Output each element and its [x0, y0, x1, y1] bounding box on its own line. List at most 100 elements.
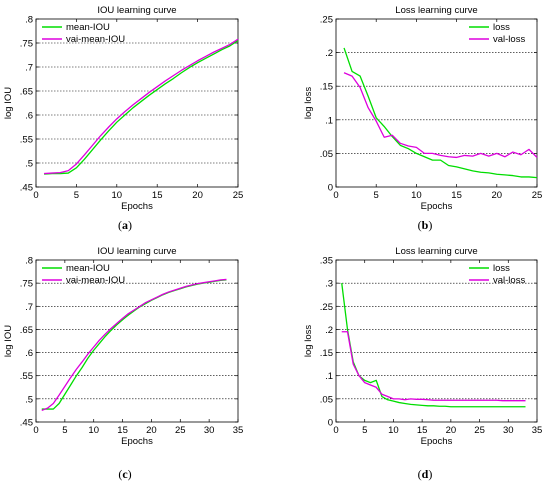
- legend-label: vai-mean-IOU: [66, 275, 125, 286]
- panel-caption-letter: b: [422, 218, 429, 232]
- panel-title: Loss learning curve: [395, 5, 477, 16]
- series-line-vai-mean-IOU: [41, 278, 227, 412]
- x-tick-label: 10: [388, 425, 399, 436]
- x-tick-label: 35: [532, 425, 543, 436]
- legend-label: mean-IOU: [66, 22, 110, 33]
- x-tick-label: 5: [62, 425, 67, 436]
- legend-label: mean-IOU: [66, 263, 110, 274]
- x-tick-label: 10: [411, 190, 422, 201]
- y-tick-label: .15: [320, 348, 333, 359]
- y-axis-label: log IOU: [3, 87, 14, 119]
- y-tick-label: .25: [320, 302, 333, 313]
- y-axis-label: log IOU: [3, 325, 14, 357]
- y-tick-label: .6: [25, 111, 33, 122]
- series-line-val-loss: [341, 331, 526, 402]
- y-tick-label: .25: [320, 15, 333, 26]
- x-tick-label: 0: [33, 190, 38, 201]
- legend-label: val-loss: [493, 275, 525, 286]
- x-tick-label: 15: [417, 425, 428, 436]
- series-line-loss: [343, 47, 538, 179]
- x-tick-label: 0: [333, 190, 338, 201]
- y-tick-label: .15: [320, 82, 333, 93]
- panel-title: IOU learning curve: [97, 246, 176, 257]
- legend-label: loss: [493, 263, 510, 274]
- panel-title: Loss learning curve: [395, 246, 477, 257]
- y-tick-label: .65: [20, 87, 33, 98]
- x-tick-label: 30: [503, 425, 514, 436]
- panel-title: IOU learning curve: [97, 5, 176, 16]
- legend-label: loss: [493, 22, 510, 33]
- x-tick-label: 20: [146, 425, 157, 436]
- y-tick-label: .7: [25, 302, 33, 313]
- x-tick-label: 0: [33, 425, 38, 436]
- legend-label: val-loss: [493, 34, 525, 45]
- x-axis-label: Epochs: [121, 436, 153, 447]
- panel-c: 0 5 10 15 20 25 30 35 .45 .5 .55 .6 .65 .7 .75 .8 IOU le…: [3, 246, 243, 481]
- y-tick-label: .5: [25, 159, 33, 170]
- x-axis-label: Epochs: [421, 436, 453, 447]
- panel-caption-letter: d: [422, 467, 429, 481]
- series-line-val-loss: [343, 72, 538, 159]
- y-tick-label: .05: [320, 394, 333, 405]
- x-tick-label: 20: [192, 190, 203, 201]
- y-tick-label: .7: [25, 63, 33, 74]
- x-tick-label: 0: [333, 425, 338, 436]
- x-axis-label: Epochs: [121, 201, 153, 212]
- y-tick-label: 0: [328, 418, 333, 429]
- x-axis-label: Epochs: [421, 201, 453, 212]
- panel-caption: (b): [418, 218, 433, 232]
- y-tick-label: .75: [20, 279, 33, 290]
- x-tick-label: 25: [175, 425, 186, 436]
- series-line-vai-mean-IOU: [44, 38, 239, 175]
- x-tick-label: 10: [112, 190, 123, 201]
- legend-label: vai-mean-IOU: [66, 34, 125, 45]
- x-tick-label: 25: [233, 190, 244, 201]
- y-tick-label: .5: [25, 394, 33, 405]
- axes-box: [335, 18, 538, 188]
- axes-box: [35, 259, 239, 423]
- y-tick-label: .8: [25, 15, 33, 26]
- axes-box: [35, 18, 239, 188]
- y-tick-label: .8: [25, 256, 33, 267]
- y-tick-label: .2: [325, 48, 333, 59]
- panel-b: 0 5 10 15 20 25 0 .05 .1 .15 .2 .25 Loss learning cu…: [303, 5, 542, 232]
- series-line-loss: [341, 283, 526, 408]
- x-tick-label: 15: [152, 190, 163, 201]
- x-tick-label: 5: [74, 190, 79, 201]
- y-tick-label: .1: [325, 115, 333, 126]
- x-tick-label: 15: [117, 425, 128, 436]
- y-tick-label: .45: [20, 183, 33, 194]
- y-tick-label: .05: [320, 149, 333, 160]
- y-tick-label: 0: [328, 183, 333, 194]
- y-tick-label: .75: [20, 39, 33, 50]
- x-tick-label: 15: [451, 190, 462, 201]
- y-tick-label: .65: [20, 325, 33, 336]
- y-tick-label: .55: [20, 371, 33, 382]
- x-tick-label: 25: [532, 190, 543, 201]
- panel-a: 0 5 10 15 20 25 .45 .5 .55 .6 .65 .7 .75 .8 IOU learni…: [3, 5, 243, 232]
- x-tick-label: 10: [88, 425, 99, 436]
- y-tick-label: .45: [20, 418, 33, 429]
- y-axis-label: log loss: [303, 87, 314, 119]
- panel-caption-letter: c: [122, 467, 128, 481]
- y-tick-label: .6: [25, 348, 33, 359]
- y-tick-label: .1: [325, 371, 333, 382]
- panel-caption: (d): [418, 467, 433, 481]
- panel-caption-letter: a: [122, 218, 128, 232]
- x-tick-label: 20: [492, 190, 503, 201]
- x-tick-label: 5: [374, 190, 379, 201]
- series-line-mean-IOU: [44, 40, 239, 175]
- y-axis-label: log loss: [303, 325, 314, 357]
- panel-caption: (a): [118, 218, 132, 232]
- y-tick-label: .55: [20, 135, 33, 146]
- x-tick-label: 35: [233, 425, 244, 436]
- y-tick-label: .3: [325, 279, 333, 290]
- panel-d: 0 5 10 15 20 25 30 35 0 .05 .1 .15 .2 .25 .3 .35 Loss le…: [303, 246, 542, 481]
- x-tick-label: 5: [362, 425, 367, 436]
- series-line-mean-IOU: [41, 279, 227, 410]
- x-tick-label: 25: [474, 425, 485, 436]
- x-tick-label: 20: [446, 425, 457, 436]
- y-tick-label: .2: [325, 325, 333, 336]
- axes-box: [335, 259, 538, 423]
